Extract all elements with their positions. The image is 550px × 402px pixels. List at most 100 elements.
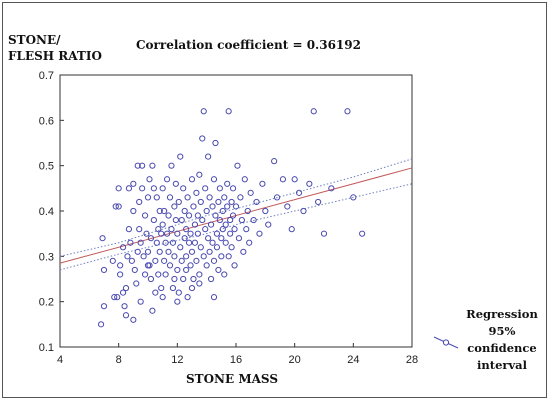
y-tick-label: 0.2	[39, 297, 54, 309]
data-point	[229, 185, 237, 192]
data-point	[180, 275, 187, 283]
data-point	[215, 198, 222, 206]
data-point	[235, 235, 243, 242]
data-point	[161, 257, 168, 264]
x-tick-label: 4	[57, 354, 63, 366]
data-point	[193, 257, 200, 264]
data-point	[212, 139, 219, 147]
data-point	[222, 239, 229, 246]
data-point	[224, 180, 231, 187]
data-point	[155, 271, 162, 278]
data-point	[183, 253, 190, 260]
data-point	[359, 230, 366, 237]
data-point	[320, 230, 328, 237]
data-point	[109, 257, 116, 264]
data-point	[196, 271, 203, 278]
data-point	[310, 108, 317, 115]
data-point	[119, 289, 127, 296]
data-point	[328, 185, 335, 192]
data-point	[288, 226, 295, 233]
confidence-lower-line	[59, 183, 413, 271]
data-point	[225, 253, 232, 260]
data-point	[225, 108, 232, 115]
data-point	[153, 194, 160, 201]
data-point	[200, 253, 207, 260]
data-point	[188, 176, 196, 183]
data-point	[152, 257, 159, 264]
data-point	[122, 284, 130, 292]
data-point	[172, 180, 179, 187]
data-point	[175, 289, 182, 296]
data-point	[224, 203, 231, 210]
data-point	[125, 185, 133, 192]
data-point	[183, 226, 190, 233]
data-point	[219, 207, 226, 215]
data-point	[241, 176, 248, 183]
data-point	[315, 198, 322, 206]
data-point	[147, 235, 155, 242]
data-point	[209, 203, 216, 210]
x-tick-label: 20	[289, 354, 301, 366]
data-point	[256, 230, 263, 237]
plot-area	[59, 74, 413, 348]
y-axis-ticks: 0.1 0.2 0.3 0.4 0.5 0.6 0.7	[39, 70, 64, 354]
data-point	[155, 226, 162, 233]
data-point	[190, 203, 197, 210]
data-point	[130, 180, 137, 187]
data-point	[124, 253, 131, 260]
data-point	[136, 198, 143, 206]
data-point	[271, 158, 278, 165]
data-point	[169, 239, 177, 246]
data-point	[215, 266, 222, 274]
data-point	[262, 207, 269, 215]
data-point	[134, 162, 141, 169]
data-point	[149, 162, 156, 169]
data-point	[206, 194, 213, 201]
data-point	[168, 226, 175, 233]
data-point	[197, 244, 204, 251]
data-point	[97, 321, 105, 328]
data-point	[194, 212, 201, 219]
legend-point	[442, 339, 450, 346]
data-point	[141, 212, 149, 219]
data-point	[130, 316, 137, 323]
data-point	[183, 266, 190, 274]
data-point	[146, 262, 153, 269]
y-tick-label: 0.7	[39, 70, 54, 82]
data-point	[210, 176, 218, 183]
chart-frame	[2, 2, 547, 398]
data-point	[247, 189, 254, 196]
data-point	[234, 162, 241, 169]
data-point	[150, 216, 157, 224]
data-point	[139, 162, 146, 169]
data-point	[125, 226, 133, 233]
y-tick-label: 0.1	[39, 342, 54, 354]
data-point	[162, 239, 169, 246]
data-point	[191, 221, 199, 228]
data-point	[130, 207, 137, 215]
data-point	[147, 275, 155, 283]
x-tick-label: 24	[347, 354, 359, 366]
data-point	[136, 226, 143, 233]
regression-lines	[59, 158, 413, 271]
data-point	[231, 226, 238, 233]
data-point	[156, 248, 163, 255]
legend-line-confidence: confidence	[467, 341, 537, 355]
data-point	[187, 262, 194, 269]
data-point	[207, 275, 215, 283]
data-point	[279, 176, 287, 183]
data-point	[210, 294, 218, 301]
data-point	[221, 194, 228, 201]
data-point	[210, 257, 218, 264]
data-point	[140, 253, 147, 260]
data-point	[181, 207, 188, 215]
legend-line-95: 95%	[488, 324, 516, 338]
data-point	[115, 203, 122, 210]
data-point	[99, 235, 106, 242]
data-point	[218, 253, 225, 260]
data-point	[185, 239, 193, 246]
data-point	[228, 198, 235, 206]
data-point	[200, 108, 207, 115]
data-point	[250, 216, 257, 224]
data-point	[191, 239, 199, 246]
